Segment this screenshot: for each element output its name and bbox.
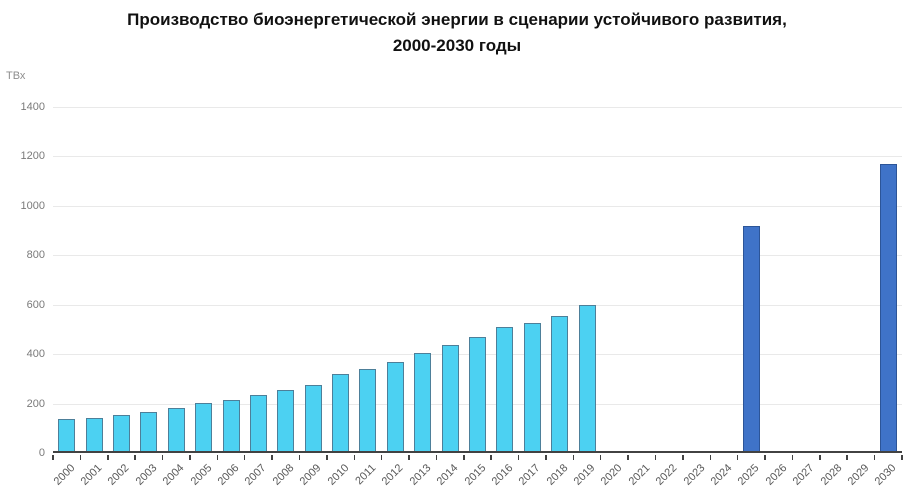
x-axis-tick bbox=[599, 455, 602, 460]
y-tick-label-400: 400 bbox=[26, 348, 45, 361]
bar-historical-2009[interactable] bbox=[304, 384, 322, 451]
x-axis-tick bbox=[435, 455, 438, 460]
plot-area[interactable] bbox=[53, 107, 902, 453]
x-axis-tick bbox=[682, 455, 684, 460]
bar-historical-2010[interactable] bbox=[332, 373, 350, 451]
x-axis-tick bbox=[545, 455, 547, 460]
x-axis-tick bbox=[326, 455, 328, 460]
x-axis-tick bbox=[819, 455, 821, 460]
x-axis-tick bbox=[572, 455, 575, 460]
gridline-y-800 bbox=[53, 255, 902, 257]
bar-historical-2005[interactable] bbox=[195, 402, 213, 451]
x-axis-tick bbox=[490, 455, 492, 460]
y-axis-unit-label: ТВх bbox=[6, 70, 26, 82]
bar-historical-2018[interactable] bbox=[551, 316, 569, 451]
x-axis-tick bbox=[654, 455, 657, 460]
x-axis-tick bbox=[52, 455, 54, 460]
x-axis-tick bbox=[79, 455, 82, 460]
bar-historical-2014[interactable] bbox=[441, 344, 459, 451]
x-axis-tick bbox=[517, 455, 520, 460]
bar-historical-2011[interactable] bbox=[359, 368, 377, 451]
bar-historical-2015[interactable] bbox=[469, 336, 486, 451]
bar-historical-2004[interactable] bbox=[167, 407, 185, 451]
x-axis-tick bbox=[161, 455, 164, 460]
x-axis-tick bbox=[791, 455, 794, 460]
x-axis-tick bbox=[846, 455, 848, 460]
bar-historical-2016[interactable] bbox=[496, 327, 514, 451]
bar-historical-2012[interactable] bbox=[386, 362, 404, 451]
y-tick-label-800: 800 bbox=[26, 249, 45, 262]
y-tick-label-1200: 1200 bbox=[20, 150, 45, 163]
x-axis-tick bbox=[134, 455, 136, 460]
gridline-y-600 bbox=[53, 304, 902, 306]
gridline-y-1000 bbox=[53, 205, 902, 207]
x-axis-tick bbox=[271, 455, 273, 460]
y-tick-label-200: 200 bbox=[26, 397, 45, 410]
x-axis-tick bbox=[189, 455, 191, 460]
x-axis-tick bbox=[463, 455, 465, 460]
chart-title-line2: 2000-2030 годы bbox=[392, 36, 522, 55]
x-axis-tick bbox=[627, 455, 629, 460]
x-axis-tick bbox=[901, 455, 903, 460]
gridline-y-1400 bbox=[53, 107, 902, 108]
bar-historical-2008[interactable] bbox=[277, 390, 295, 451]
x-axis-tick bbox=[408, 455, 410, 460]
gridline-y-1200 bbox=[53, 156, 902, 158]
y-tick-label-0: 0 bbox=[38, 447, 45, 459]
x-axis-tick bbox=[873, 455, 876, 460]
x-axis-tick bbox=[380, 455, 383, 460]
bar-historical-2001[interactable] bbox=[85, 418, 103, 451]
bar-projection-2025[interactable] bbox=[742, 226, 760, 451]
x-axis-tick bbox=[107, 455, 109, 460]
chart-title-line1: Производство биоэнергетической энергии в… bbox=[127, 10, 787, 29]
y-tick-label-1000: 1000 bbox=[20, 199, 45, 212]
x-axis-tick bbox=[709, 455, 712, 460]
x-axis-tick bbox=[243, 455, 246, 460]
y-tick-label-1400: 1400 bbox=[20, 101, 45, 113]
x-axis-tick bbox=[764, 455, 766, 460]
bar-historical-2017[interactable] bbox=[523, 322, 541, 451]
bar-historical-2013[interactable] bbox=[414, 353, 432, 451]
bar-historical-2003[interactable] bbox=[140, 412, 158, 451]
x-axis-tick bbox=[736, 455, 739, 460]
x-axis-tick bbox=[353, 455, 355, 460]
bar-historical-2019[interactable] bbox=[578, 305, 596, 451]
bar-projection-2030[interactable] bbox=[879, 164, 897, 451]
x-axis-tick bbox=[216, 455, 219, 460]
bar-historical-2002[interactable] bbox=[112, 414, 130, 451]
bar-historical-2006[interactable] bbox=[222, 399, 240, 451]
bar-historical-2000[interactable] bbox=[58, 418, 76, 451]
x-axis-tick bbox=[298, 455, 301, 460]
y-tick-label-600: 600 bbox=[26, 298, 45, 311]
bar-historical-2007[interactable] bbox=[249, 394, 267, 451]
chart-title: Производство биоэнергетической энергии в… bbox=[0, 7, 914, 59]
